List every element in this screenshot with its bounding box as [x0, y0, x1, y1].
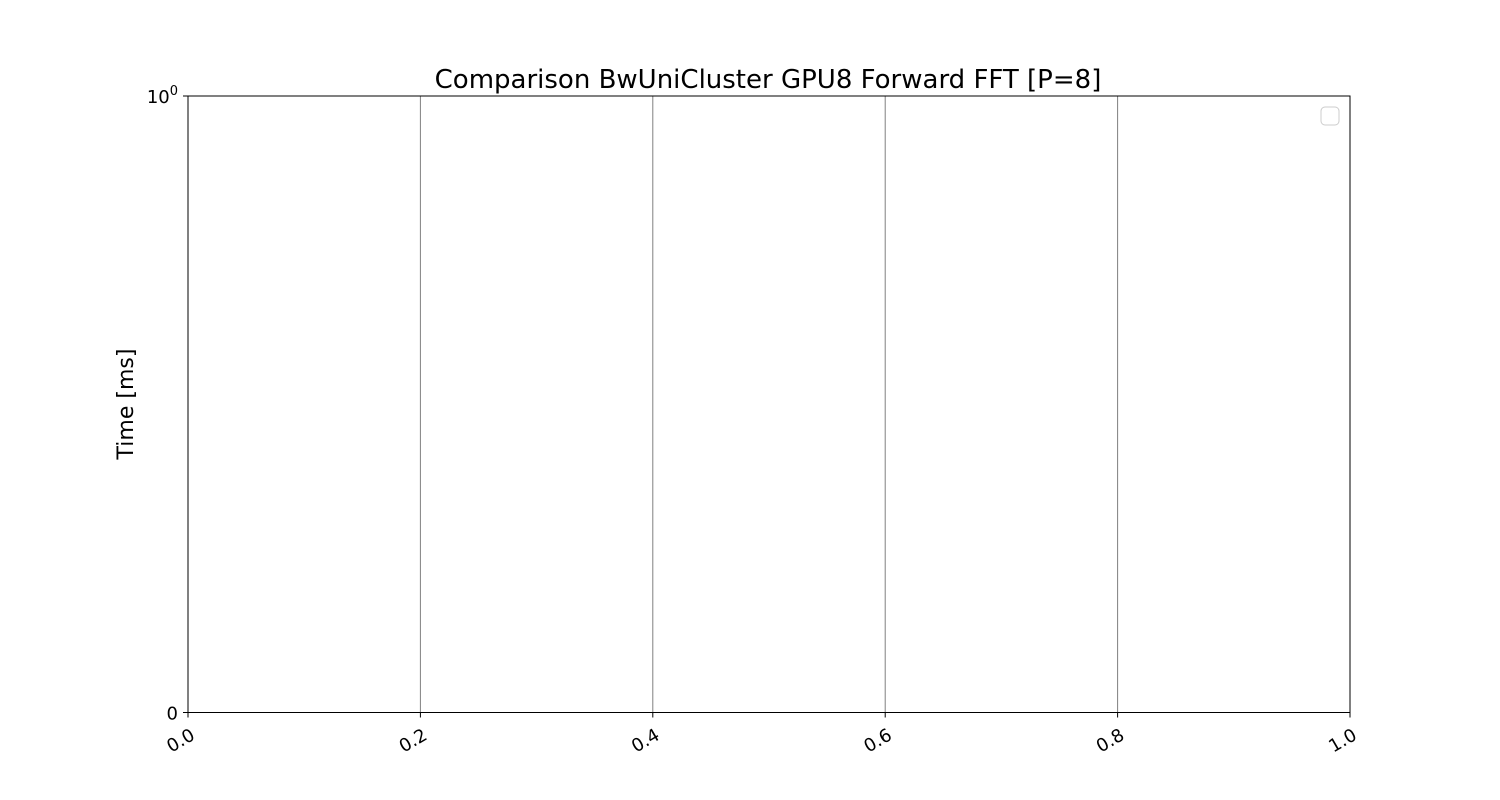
y-tick-label: 100 — [147, 84, 178, 108]
y-axis-label: Time [ms] — [114, 349, 139, 461]
x-axis-ticks: 0.0 0.2 0.4 0.6 0.8 1.0 — [163, 712, 1361, 758]
legend-box — [1320, 106, 1340, 126]
x-tick-label: 0.6 — [860, 725, 895, 758]
plot-area — [187, 95, 1351, 713]
x-tick-label: 0.2 — [396, 725, 431, 758]
grid-lines — [419, 96, 1119, 713]
y-tick-label: 0 — [167, 704, 178, 725]
y-axis-ticks: 0 100 — [147, 84, 188, 725]
x-tick-label: 0.4 — [628, 725, 663, 758]
x-tick-label: 1.0 — [1325, 725, 1360, 758]
x-tick-label: 0.0 — [163, 725, 198, 758]
chart-title: Comparison BwUniCluster GPU8 Forward FFT… — [435, 65, 1102, 95]
x-tick-label: 0.8 — [1093, 725, 1128, 758]
